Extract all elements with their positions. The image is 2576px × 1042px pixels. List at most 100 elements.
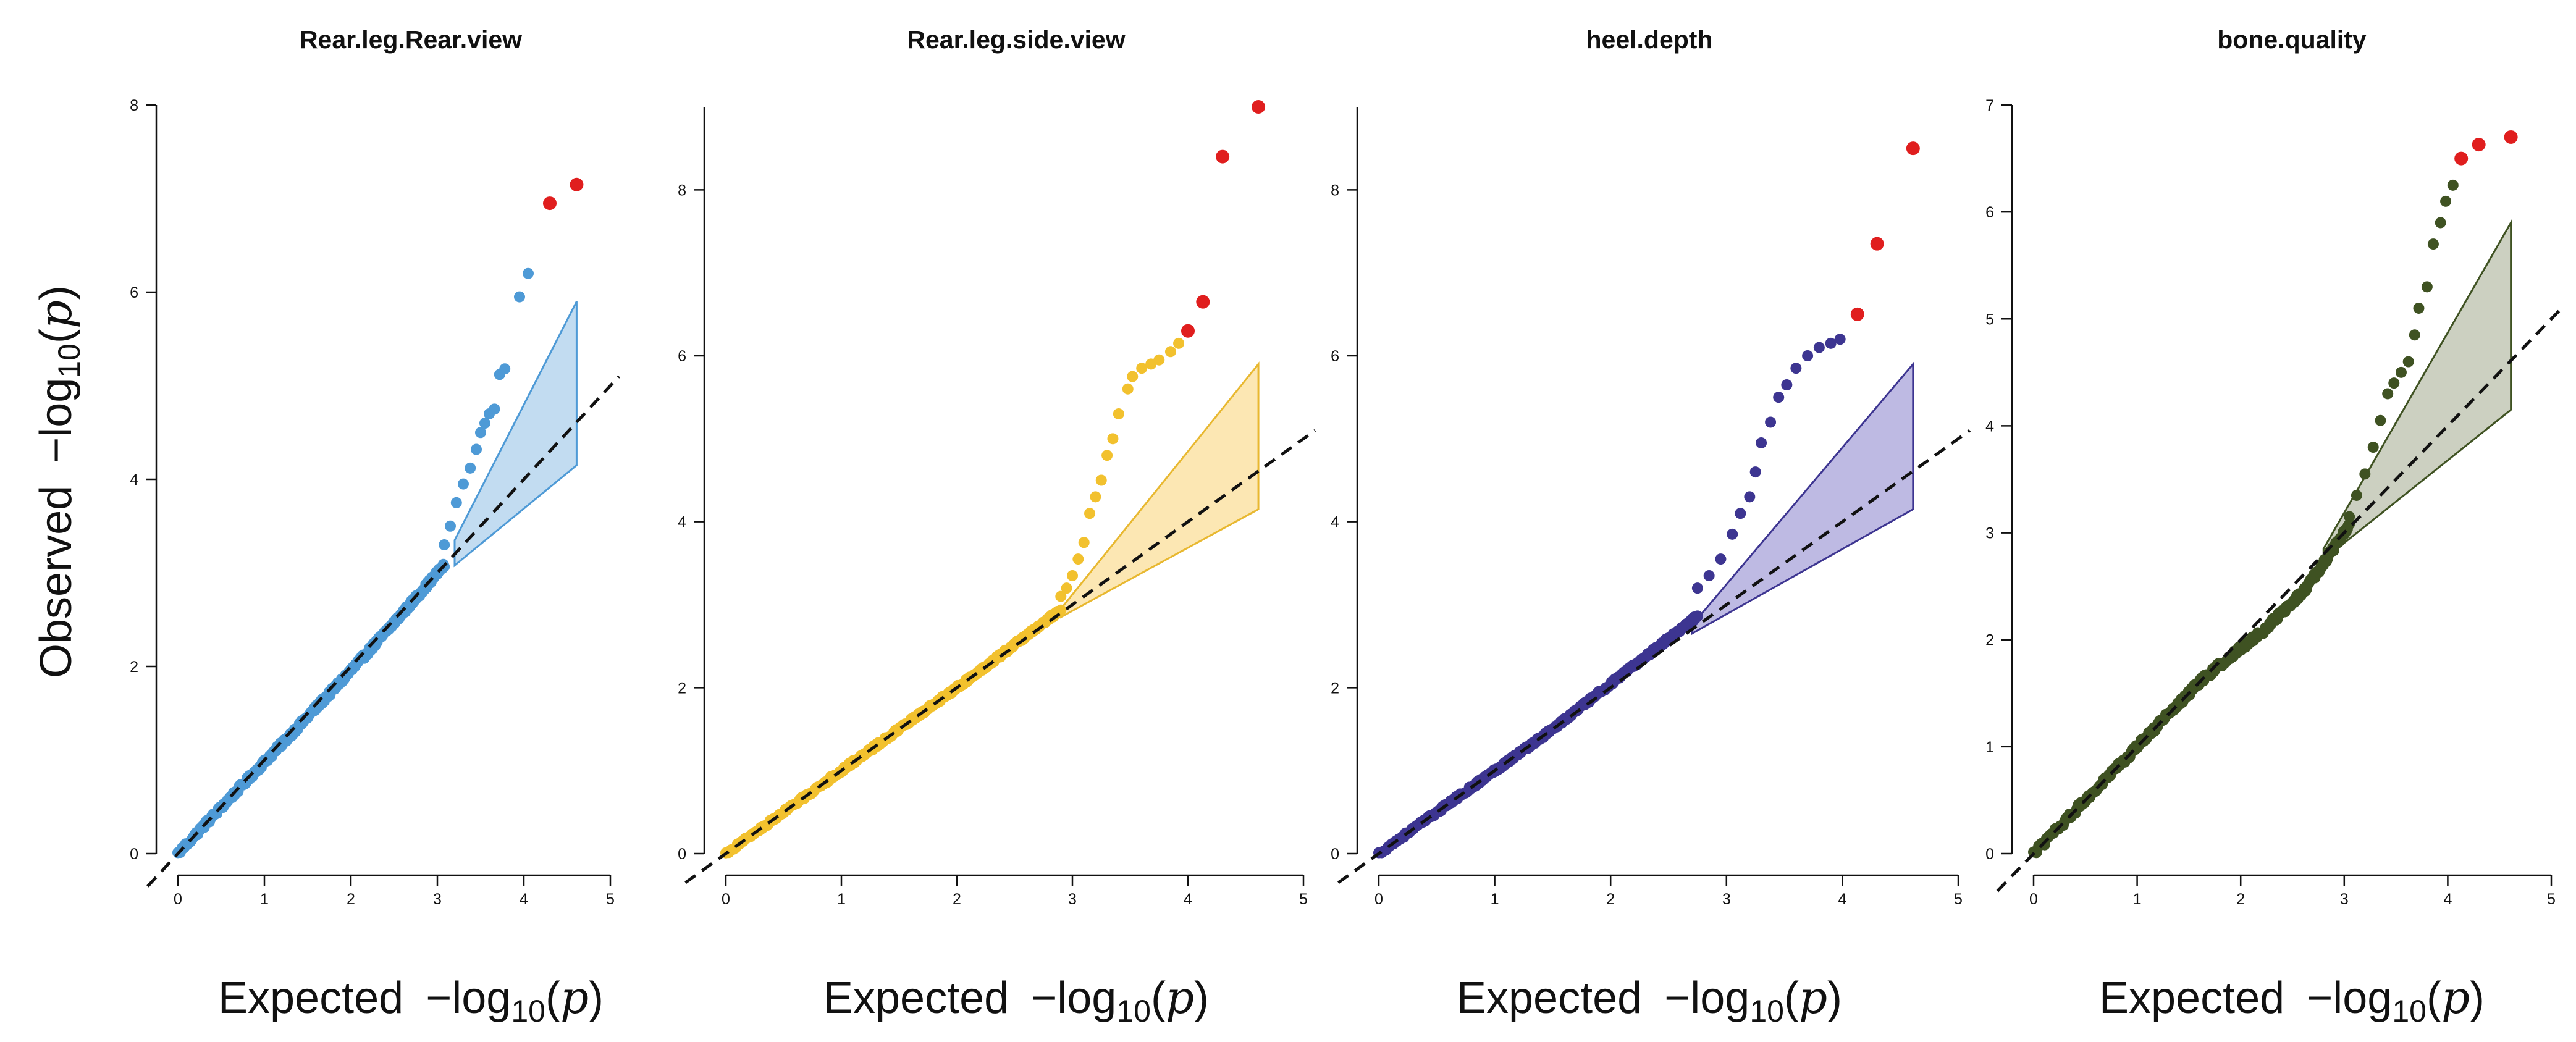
x-tick-label: 5 xyxy=(2547,891,2556,908)
x-axis-arg: p xyxy=(2441,972,2470,1023)
panel-title: heel.depth xyxy=(1586,25,1712,54)
qq-point xyxy=(1067,569,1078,581)
qq-point xyxy=(479,418,490,429)
qq-point xyxy=(1765,416,1777,428)
confidence-band xyxy=(453,301,578,568)
x-axis-word: Expected xyxy=(823,973,1031,1023)
x-axis-open: ( xyxy=(2427,973,2441,1023)
y-axis: 0 1 2 3 4 5 6 7 xyxy=(1985,97,2013,863)
qq-point xyxy=(2435,217,2446,229)
x-axis: 0 1 2 3 4 5 xyxy=(174,874,615,908)
qq-point xyxy=(1773,392,1785,403)
x-tick-label: 2 xyxy=(2236,891,2245,908)
y-axis-sub: 10 xyxy=(52,343,86,378)
qq-panel-3: heel.depth 0 1 2 3 4 5 0 2 4 6 8 Expected −log10(p) xyxy=(1331,25,1971,1028)
y-tick-label: 0 xyxy=(678,846,686,863)
qq-point xyxy=(445,520,456,532)
x-tick-label: 4 xyxy=(2443,891,2452,908)
qq-point xyxy=(523,267,534,279)
qq-point xyxy=(1136,363,1148,374)
qq-point xyxy=(1691,610,1703,622)
x-axis-close: ) xyxy=(1827,973,1842,1023)
y-tick-label: 1 xyxy=(1985,739,1994,756)
y-axis: 0 2 4 6 8 xyxy=(1331,107,1358,863)
y-tick-label: 6 xyxy=(1331,348,1339,365)
significant-point xyxy=(1850,307,1864,321)
x-tick-label: 1 xyxy=(2133,891,2142,908)
reference-line xyxy=(684,429,1316,884)
qq-point xyxy=(1735,508,1746,519)
x-tick-label: 3 xyxy=(1722,891,1731,908)
y-axis-word: Observed xyxy=(32,463,81,678)
x-tick-label: 2 xyxy=(1606,891,1615,908)
qq-point xyxy=(1164,346,1176,358)
qq-panel-1: Rear.leg.Rear.view 0 1 2 3 4 5 0 2 4 6 8 Expected −l… xyxy=(30,25,620,1028)
x-axis-arg: p xyxy=(1166,972,1194,1023)
qq-point xyxy=(2382,388,2394,400)
qq-point xyxy=(514,291,525,303)
x-axis-open: ( xyxy=(545,973,560,1023)
y-tick-label: 8 xyxy=(678,182,686,199)
y-axis: 0 2 4 6 8 xyxy=(678,107,705,863)
x-axis-title: Expected −log10(p) xyxy=(823,972,1209,1028)
y-tick-label: 5 xyxy=(1985,311,1994,328)
qq-point xyxy=(2427,238,2439,250)
panel-title: Rear.leg.Rear.view xyxy=(300,25,522,54)
y-tick-label: 0 xyxy=(1331,846,1339,863)
confidence-band xyxy=(1059,361,1260,619)
qq-panel-4: bone.quality 0 1 2 3 4 5 0 1 2 3 4 5 6 7 Expected −log1… xyxy=(1985,25,2563,1028)
significant-point xyxy=(570,177,584,191)
x-axis-arg: p xyxy=(1799,972,1827,1023)
qq-point xyxy=(2402,356,2414,368)
qq-panel-2: Rear.leg.side.view 0 1 2 3 4 5 0 2 4 6 8 Expected −l… xyxy=(678,25,1316,1028)
qq-point xyxy=(1078,537,1090,548)
x-tick-label: 4 xyxy=(1838,891,1846,908)
qq-point xyxy=(450,497,462,508)
x-tick-label: 5 xyxy=(1954,891,1963,908)
significant-points xyxy=(1850,141,1920,321)
x-axis-sub: 10 xyxy=(1116,994,1151,1028)
significant-point xyxy=(543,196,557,211)
qq-point xyxy=(1703,569,1715,581)
qq-point xyxy=(2409,329,2420,341)
y-tick-label: 8 xyxy=(130,97,138,114)
x-axis-open: ( xyxy=(1784,973,1799,1023)
qq-point xyxy=(2447,179,2459,191)
x-axis-expr: −log xyxy=(1031,973,1116,1023)
x-tick-label: 1 xyxy=(1491,891,1499,908)
x-axis-arg: p xyxy=(560,972,589,1023)
qq-point xyxy=(1781,379,1793,391)
x-axis-close: ) xyxy=(2470,973,2485,1023)
panel-title: Rear.leg.side.view xyxy=(907,25,1125,54)
x-axis-sub: 10 xyxy=(2392,994,2427,1028)
significant-point xyxy=(2472,138,2486,152)
y-tick-label: 4 xyxy=(1331,514,1339,531)
qq-point xyxy=(1084,508,1096,519)
y-tick-label: 0 xyxy=(1985,846,1994,863)
x-axis-sub: 10 xyxy=(511,994,545,1028)
x-tick-label: 3 xyxy=(2340,891,2349,908)
x-axis: 0 1 2 3 4 5 xyxy=(1374,874,1963,908)
qq-point xyxy=(1756,437,1767,449)
qq-point xyxy=(2375,414,2386,426)
x-tick-label: 2 xyxy=(953,891,961,908)
qq-point xyxy=(1153,354,1165,366)
x-axis-close: ) xyxy=(589,973,604,1023)
x-axis-expr: −log xyxy=(426,973,511,1023)
qq-point xyxy=(2413,302,2425,314)
qq-point xyxy=(1749,466,1761,478)
qq-point xyxy=(1813,342,1825,353)
x-tick-label: 0 xyxy=(174,891,182,908)
y-axis-arg: p xyxy=(30,300,82,329)
significant-point xyxy=(1870,237,1884,251)
y-tick-label: 0 xyxy=(130,846,138,863)
x-axis: 0 1 2 3 4 5 xyxy=(722,874,1308,908)
x-axis-expr: −log xyxy=(2307,973,2392,1023)
significant-points xyxy=(543,177,584,211)
qq-point xyxy=(439,539,450,551)
x-axis-sub: 10 xyxy=(1749,994,1784,1028)
confidence-band xyxy=(1691,361,1914,636)
y-axis: 0 2 4 6 8 xyxy=(130,97,158,863)
x-tick-label: 2 xyxy=(347,891,355,908)
qq-point xyxy=(1072,553,1084,565)
